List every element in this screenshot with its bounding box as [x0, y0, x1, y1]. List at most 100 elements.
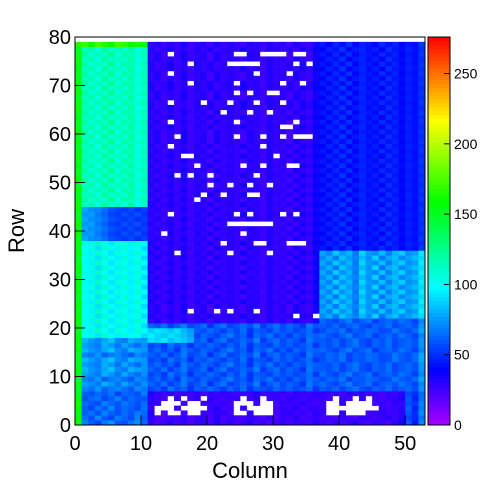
heat-cell	[213, 138, 221, 144]
heat-cell	[246, 361, 254, 368]
heat-cell	[385, 109, 393, 115]
heat-cell	[253, 313, 261, 319]
heat-cell	[385, 400, 393, 406]
heat-cell	[259, 323, 267, 329]
y-tick-label: 20	[49, 318, 71, 340]
heat-cell	[325, 328, 333, 334]
heat-cell	[101, 153, 109, 159]
heat-cell	[273, 114, 281, 120]
heat-cell	[352, 90, 360, 96]
heat-cell	[391, 129, 399, 135]
heat-cell	[147, 255, 155, 261]
heat-cell	[75, 371, 82, 377]
heat-cell	[332, 90, 340, 96]
heat-cell	[345, 361, 353, 368]
heat-cell	[286, 197, 294, 203]
heat-cell	[121, 119, 129, 125]
heat-cell	[101, 420, 109, 426]
heat-cell	[372, 294, 380, 300]
heat-cell	[411, 231, 419, 237]
heat-cell	[246, 274, 254, 280]
heat-cell	[141, 66, 148, 72]
heat-cell	[385, 182, 393, 188]
heat-cell	[193, 167, 201, 174]
heat-cell	[372, 177, 380, 183]
heat-cell	[121, 366, 129, 372]
heat-cell	[339, 352, 347, 358]
heat-cell	[75, 143, 82, 149]
heat-cell	[167, 279, 175, 285]
heat-cell	[127, 260, 135, 266]
heat-cell	[127, 269, 135, 275]
heat-cell	[174, 245, 181, 251]
heat-cell	[154, 240, 162, 246]
colorbar-swatch	[428, 211, 450, 216]
heat-cell	[134, 134, 142, 140]
heat-cell	[200, 163, 208, 169]
heat-cell	[352, 264, 360, 271]
heat-cell	[253, 347, 261, 353]
heat-cell	[292, 80, 300, 86]
colorbar-swatch	[428, 343, 450, 348]
heat-cell	[147, 342, 155, 348]
heat-cell	[312, 410, 320, 416]
heat-cell	[147, 211, 155, 217]
heat-cell	[312, 211, 320, 217]
heat-cell	[279, 289, 287, 295]
heat-cell	[306, 391, 314, 397]
heat-cell	[378, 66, 386, 72]
heat-cell	[279, 337, 287, 343]
heat-cell	[391, 260, 399, 266]
heat-cell	[94, 357, 102, 363]
heat-cell	[134, 323, 142, 329]
heat-cell	[345, 206, 353, 212]
heat-cell	[378, 332, 386, 338]
heat-cell	[160, 395, 168, 402]
heat-cell	[365, 352, 373, 358]
heat-cell	[292, 148, 300, 154]
heat-cell	[127, 264, 135, 271]
heat-cell	[391, 90, 399, 96]
heat-cell	[259, 313, 267, 319]
heat-cell	[108, 386, 115, 392]
heat-cell	[226, 197, 234, 203]
heat-cell	[154, 386, 162, 392]
heat-cell	[259, 386, 267, 392]
heat-cell	[226, 114, 234, 120]
heat-cell	[345, 323, 353, 329]
heat-cell	[391, 172, 399, 178]
heat-cell	[312, 158, 320, 164]
heat-cell	[240, 192, 247, 198]
heat-cell	[339, 342, 347, 348]
heat-cell	[339, 211, 347, 217]
heat-cell	[88, 395, 96, 402]
heat-cell	[385, 328, 393, 334]
heat-cell	[279, 347, 287, 353]
heat-cell	[193, 250, 201, 256]
heat-cell	[358, 158, 366, 164]
heat-cell	[325, 415, 333, 421]
heat-cell	[391, 361, 399, 368]
heat-cell	[332, 303, 340, 309]
heat-cell	[226, 66, 234, 72]
heat-cell	[101, 163, 109, 169]
heat-cell	[266, 352, 274, 358]
heat-cell	[108, 216, 115, 222]
heat-cell	[180, 284, 188, 290]
heat-cell	[352, 231, 360, 237]
heat-cell	[398, 235, 406, 241]
heat-cell	[372, 56, 380, 62]
colorbar-swatch	[428, 320, 450, 325]
heat-cell	[365, 211, 373, 217]
heat-cell	[160, 56, 168, 62]
heat-cell	[365, 206, 373, 212]
heat-cell	[273, 172, 281, 178]
heat-cell	[81, 95, 89, 101]
heat-cell	[233, 104, 241, 111]
heat-cell	[391, 371, 399, 377]
heat-cell	[372, 158, 380, 164]
heat-cell	[332, 206, 340, 212]
heat-cell	[220, 80, 228, 86]
heat-cell	[385, 294, 393, 300]
heat-cell	[233, 231, 241, 237]
